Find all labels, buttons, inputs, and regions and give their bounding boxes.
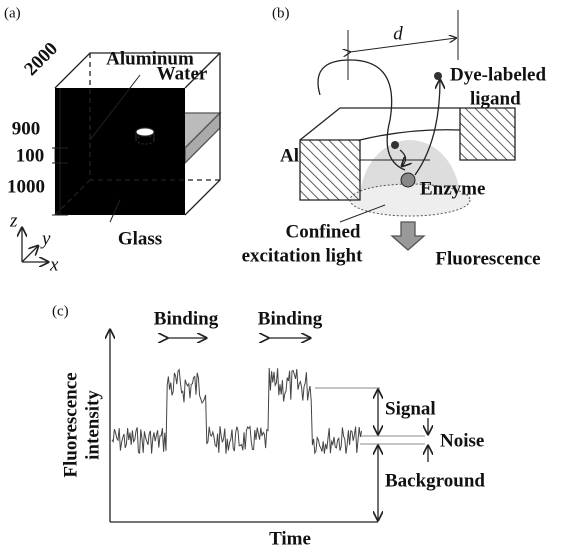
dimension-label: 100 <box>16 145 45 166</box>
output-arrow <box>392 222 424 250</box>
distance-arrow <box>350 38 456 52</box>
dimension-label: 2000 <box>20 38 62 80</box>
metal-label: Al <box>280 145 299 166</box>
dimension-label: 900 <box>12 118 41 139</box>
level-label: Signal <box>385 398 436 419</box>
output-label: Fluorescence <box>435 248 540 269</box>
event-label: Binding <box>258 308 323 329</box>
well <box>136 128 154 136</box>
dye <box>434 72 442 80</box>
axis-label: x <box>49 254 59 275</box>
level-label: Background <box>385 470 485 491</box>
light-label: Confined <box>286 221 361 242</box>
event-label: Binding <box>154 308 219 329</box>
enzyme <box>401 173 415 187</box>
light-label: excitation light <box>242 245 364 266</box>
axis-label: y <box>40 228 51 249</box>
panel-label: (b) <box>272 5 290 21</box>
aluminum-left <box>300 140 360 200</box>
dimension-label: 1000 <box>7 176 45 197</box>
panel-b: (b) d Dye-labeled ligand Al Enzyme Confi… <box>242 5 547 269</box>
ligand-label: ligand <box>470 88 521 109</box>
level-label: Noise <box>440 430 484 451</box>
panel-c: (c) Time Fluorescence intensity Binding … <box>52 303 485 549</box>
panel-a: (a) Aluminum Water Glass 2000 900 100 10… <box>4 5 220 275</box>
fluorescence-trace <box>112 368 362 454</box>
figure: (a) Aluminum Water Glass 2000 900 100 10… <box>0 0 583 552</box>
x-axis-label: Time <box>269 528 311 549</box>
material-label: Water <box>157 63 208 84</box>
distance-label: d <box>393 23 403 44</box>
y-axis-label: Fluorescence <box>60 372 81 477</box>
aluminum-right <box>460 108 515 160</box>
material-label: Glass <box>118 228 162 249</box>
axis-label: z <box>9 210 18 231</box>
ligand-label: Dye-labeled <box>450 64 546 85</box>
y-axis-label: intensity <box>82 390 103 460</box>
enzyme-label: Enzyme <box>420 178 485 199</box>
panel-label: (c) <box>52 303 69 319</box>
axis-arrow <box>22 246 38 262</box>
panel-label: (a) <box>4 5 21 21</box>
dye <box>391 141 399 149</box>
aperture-rim <box>360 130 460 140</box>
